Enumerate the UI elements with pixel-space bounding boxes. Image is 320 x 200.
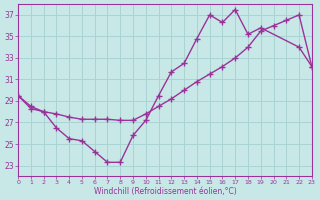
X-axis label: Windchill (Refroidissement éolien,°C): Windchill (Refroidissement éolien,°C) — [93, 187, 236, 196]
